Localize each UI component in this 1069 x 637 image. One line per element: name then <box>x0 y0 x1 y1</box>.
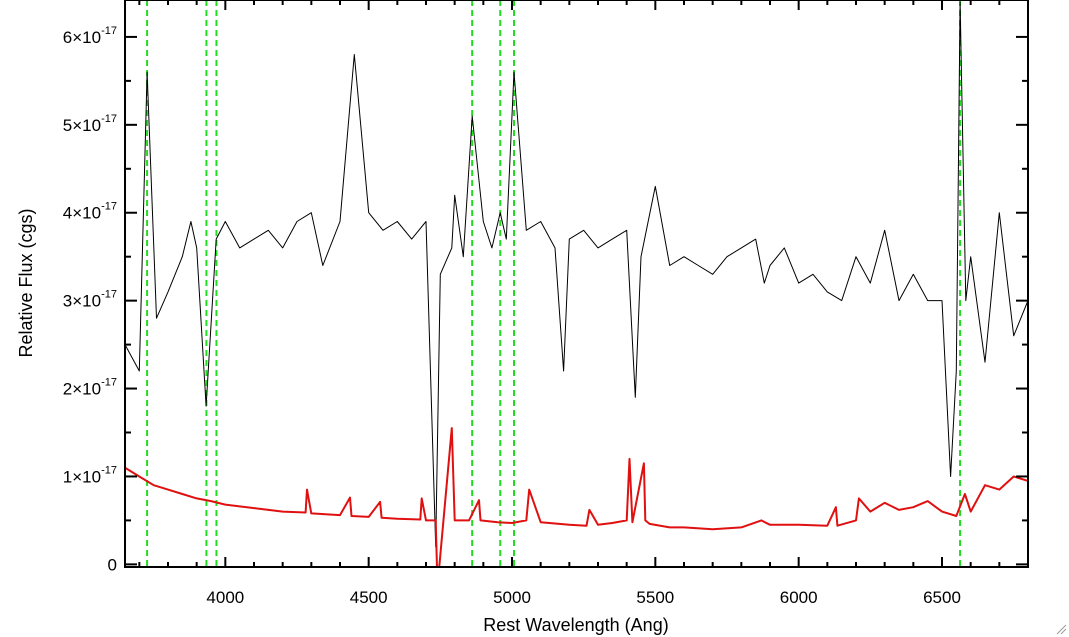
series-layer <box>125 1 1028 567</box>
x-tick-label: 6500 <box>923 588 961 607</box>
y-tick-label: 6×10-17 <box>63 25 117 47</box>
y-axis-title: Relative Flux (cgs) <box>16 208 36 357</box>
reference-lines <box>146 0 962 567</box>
y-tick-label: 3×10-17 <box>63 289 117 311</box>
y-tick-label: 0 <box>108 555 117 574</box>
x-tick-label: 4000 <box>206 588 244 607</box>
x-tick-label: 4500 <box>350 588 388 607</box>
y-tick-label: 4×10-17 <box>63 201 117 223</box>
error-series-line <box>125 427 1028 567</box>
y-tick-label: 5×10-17 <box>63 113 117 135</box>
y-tick-label: 1×10-17 <box>63 464 117 486</box>
axis-ticks <box>125 0 1029 567</box>
y-tick-labels: 0 1×10-17 2×10-17 3×10-17 4×10-17 5×10-17 6×10… <box>63 25 117 574</box>
x-tick-label: 5500 <box>636 588 674 607</box>
x-tick-label: 5000 <box>493 588 531 607</box>
x-tick-label: 6000 <box>780 588 818 607</box>
spectrum-series-line <box>125 1 1028 548</box>
resize-grip-icon[interactable] <box>1055 623 1067 635</box>
plot-frame <box>124 0 1029 568</box>
x-axis-title: Rest Wavelength (Ang) <box>483 615 668 635</box>
y-tick-label: 2×10-17 <box>63 377 117 399</box>
x-tick-labels: 4000 4500 5000 5500 6000 6500 <box>206 588 960 607</box>
